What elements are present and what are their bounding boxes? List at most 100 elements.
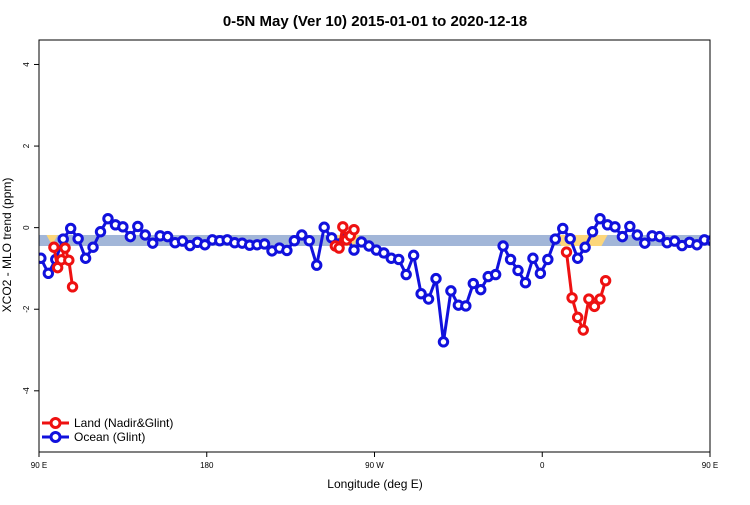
land-series-seg3-point [736,263,744,271]
ocean-series-point [39,252,47,264]
ocean-series-point [311,259,323,271]
ocean-series-point [348,244,360,256]
ocean-series-point [161,230,174,243]
y-tick-label: 0 [22,225,31,230]
x-tick-label: 0 [540,461,545,470]
ocean-series-point [542,253,554,266]
ocean-series-point [549,233,561,245]
ocean-series-point [42,267,55,280]
ocean-series-point [639,237,651,249]
ocean-series-point [586,226,599,238]
ocean-series-point [557,222,569,235]
ocean-series-point [497,240,509,252]
ocean-series-point [79,252,92,264]
ocean-series-point [288,234,301,247]
x-tick-label: 90 E [702,461,718,470]
ocean-series-point [281,244,293,257]
ocean-series-point [579,241,591,253]
y-axis-label: XCO2 - MLO trend (ppm) [0,178,14,313]
ocean-series-point [445,285,457,297]
ocean-series-point [534,267,547,280]
legend-marker-land [49,417,62,429]
ocean-series-point [504,253,517,266]
land-series-seg1-point [348,223,360,236]
ocean-series-point [72,232,84,245]
land-series-seg3-point [739,256,747,264]
ocean-series-point [571,252,584,264]
land-series-seg0-point [59,242,71,254]
x-tick-label: 90 E [31,461,47,470]
ocean-series-point [475,283,487,296]
land-series-seg3-line [736,247,750,287]
land-series-seg3-point [732,243,740,251]
ocean-series-point [437,336,450,348]
x-tick-label: 90 W [365,461,384,470]
ocean-series-point [519,277,532,289]
trend-band-ocean [39,234,710,246]
y-tick-label: 2 [22,143,31,148]
legend-label-ocean: Ocean (Glint) [74,430,145,444]
ocean-series-point [117,221,129,233]
ocean-series-point [296,229,308,241]
land-series-seg1-point [333,242,345,254]
ocean-series-point [318,221,330,233]
ocean-series-point [87,241,99,253]
y-tick-label: -2 [22,305,31,313]
land-series-seg1-point [337,221,349,233]
land-series-seg2-point [577,324,589,336]
ocean-series-point [415,288,427,300]
ocean-series-point [199,239,211,251]
land-series-seg2-point [583,293,595,305]
x-tick-label: 180 [200,461,214,470]
ocean-series-point [124,230,137,243]
land-series-seg2-point [566,292,578,304]
ocean-series-point [489,268,502,281]
ocean-series-point [393,253,405,266]
y-tick-label: 4 [22,62,31,67]
ocean-series-point [564,232,576,245]
land-series-seg2-point [599,274,612,287]
land-series-seg0-point [66,281,79,293]
legend: Land (Nadir&Glint) Ocean (Glint) [42,416,173,444]
chart-title: 0-5N May (Ver 10) 2015-01-01 to 2020-12-… [223,13,527,30]
ocean-series-point [94,226,107,238]
ocean-series-point [512,264,524,277]
x-axis-label: Longitude (deg E) [327,477,422,491]
ocean-series-point [400,268,412,281]
ocean-series-point [691,239,703,251]
land-series-seg2-point [588,300,601,313]
trend-band-land-3 [716,235,729,246]
ocean-series-point [594,212,606,225]
ocean-series-point [146,237,159,249]
ocean-series-point [653,230,666,243]
land-series-seg2-point [594,293,606,305]
ocean-series-point [467,277,479,290]
y-tick-label: -4 [22,387,31,395]
ocean-series-point [258,238,271,250]
land-series-seg0-point [63,254,75,266]
ocean-series-point [378,247,390,259]
ocean-series-point [430,272,442,285]
ocean-series-point [631,229,644,241]
ocean-series-point [57,233,69,245]
ocean-series-point [64,222,77,235]
ocean-series-point [102,212,114,225]
ocean-series-point [139,229,151,241]
ocean-series-point [624,220,636,233]
trend-band-land-0 [46,234,58,246]
ocean-series-point [407,249,420,262]
ocean-series-point [460,300,472,312]
ocean-series-point [609,221,621,233]
legend-marker-ocean [49,431,62,443]
ocean-series-point [616,230,629,243]
land-series-seg0-point [48,241,60,253]
series-layer [39,212,750,348]
ocean-series-point [422,293,435,305]
ocean-series-point [303,234,315,247]
axes: 90 E 180 90 W 0 90 E -4 -2 0 2 4 [22,62,718,470]
ocean-series-point [706,235,710,247]
land-series-seg2-point [560,246,573,258]
ocean-series-point [132,220,144,233]
